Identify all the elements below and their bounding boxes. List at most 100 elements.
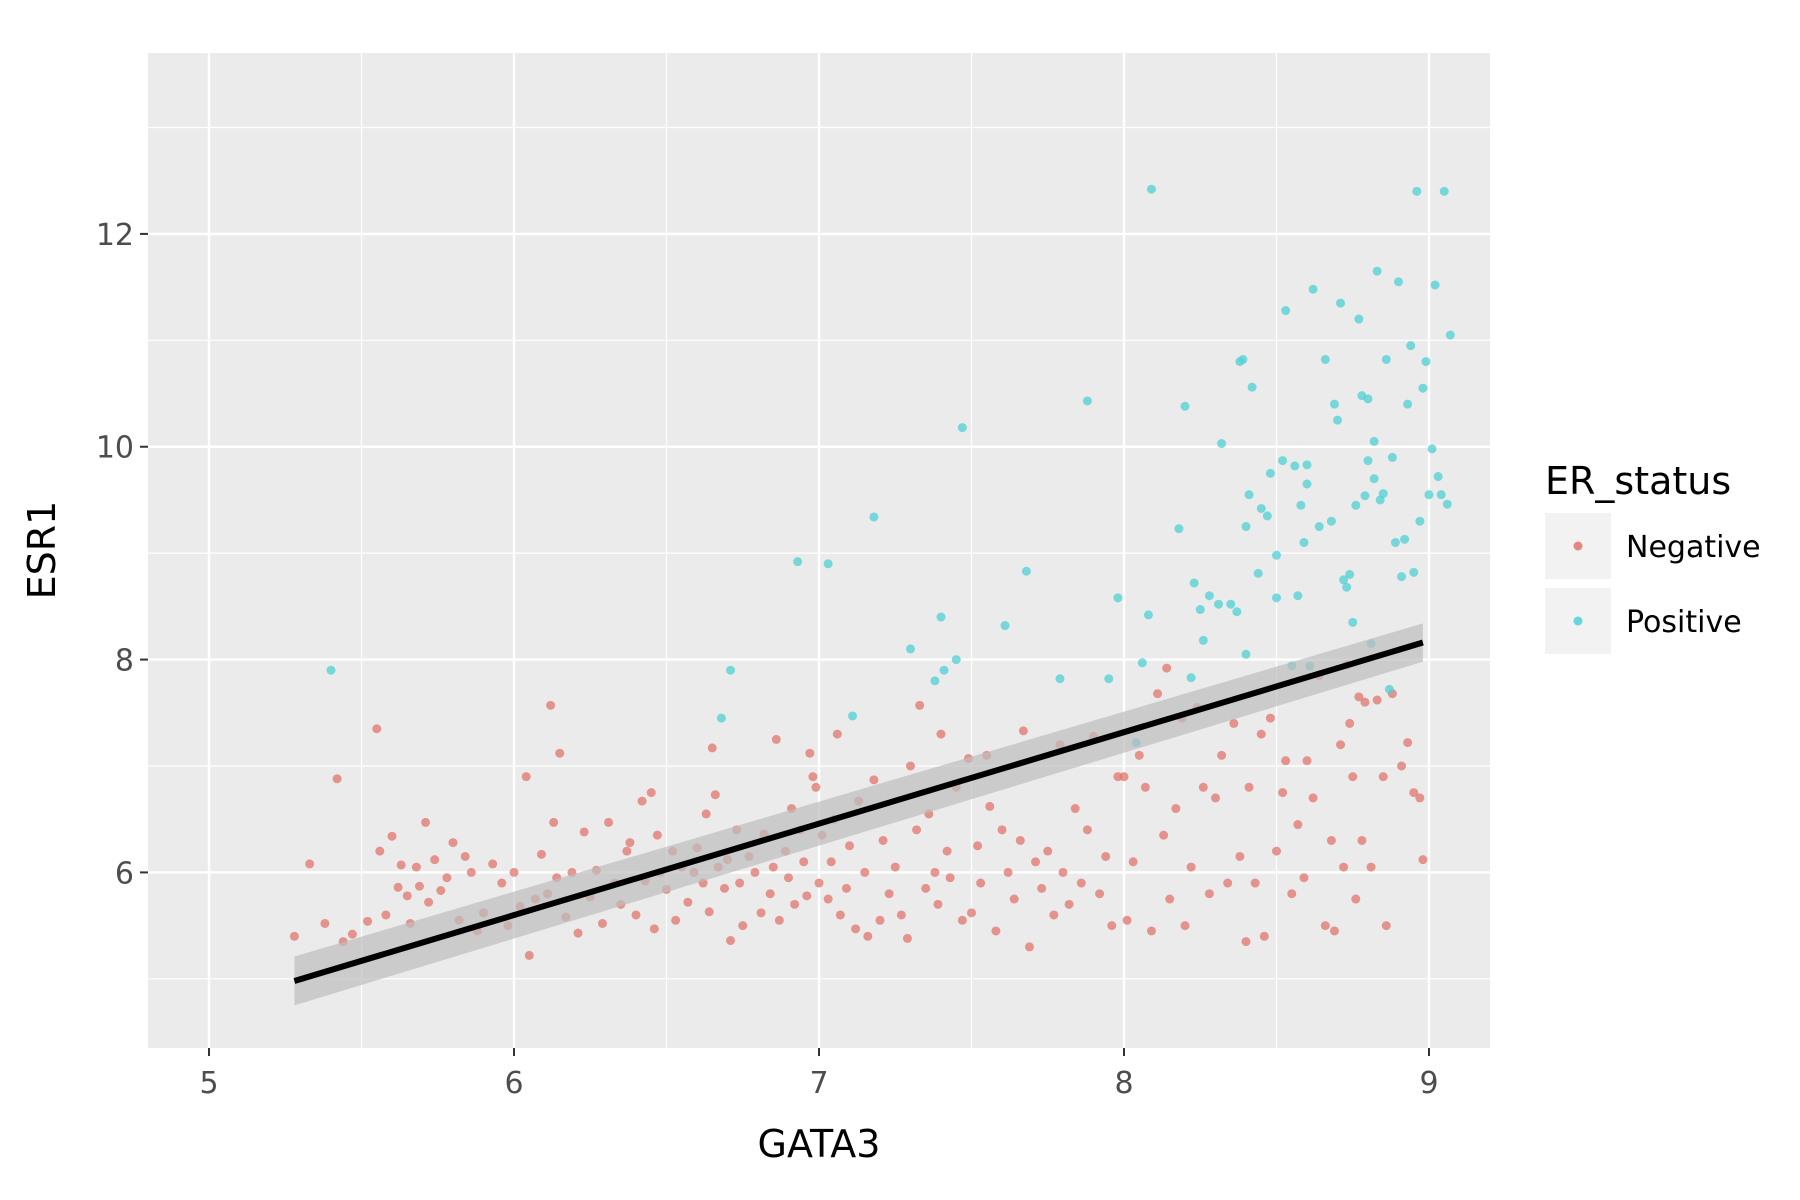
point-negative: [1101, 851, 1111, 861]
point-negative: [1397, 761, 1407, 771]
point-negative: [784, 873, 793, 883]
point-negative: [991, 926, 1001, 936]
point-negative: [579, 827, 589, 837]
point-negative: [649, 924, 659, 934]
point-negative: [1235, 851, 1245, 861]
point-positive: [1241, 522, 1251, 532]
point-positive: [1180, 401, 1190, 411]
point-negative: [799, 857, 809, 867]
legend-swatch-negative: [1573, 541, 1583, 551]
point-negative: [1354, 692, 1364, 702]
point-positive: [1214, 599, 1224, 609]
point-positive: [1262, 511, 1272, 521]
point-negative: [1076, 878, 1086, 888]
y-tick-label: 10: [96, 431, 134, 466]
point-positive: [1372, 266, 1382, 276]
point-negative: [1302, 756, 1312, 766]
point-negative: [1339, 862, 1349, 872]
point-negative: [765, 889, 775, 899]
point-positive: [1302, 479, 1312, 489]
point-positive: [1272, 593, 1281, 603]
point-positive: [716, 713, 726, 723]
point-negative: [1134, 750, 1144, 760]
point-positive: [1369, 436, 1379, 446]
point-negative: [652, 830, 662, 840]
point-positive: [1430, 280, 1440, 290]
legend-title: ER_status: [1545, 459, 1731, 503]
point-positive: [1055, 674, 1065, 684]
point-positive: [1198, 635, 1208, 645]
point-positive: [1265, 468, 1275, 478]
point-negative: [396, 860, 406, 870]
point-negative: [1122, 915, 1132, 925]
point-negative: [1140, 782, 1150, 792]
legend-swatch-positive: [1573, 616, 1583, 626]
point-positive: [1354, 314, 1364, 324]
point-positive: [1351, 500, 1361, 510]
point-positive: [1363, 394, 1373, 404]
point-negative: [811, 782, 821, 792]
point-negative: [756, 908, 766, 918]
point-positive: [1113, 593, 1123, 603]
point-negative: [1015, 835, 1025, 845]
point-positive: [1021, 566, 1031, 576]
point-negative: [521, 772, 531, 782]
point-negative: [933, 899, 943, 909]
point-negative: [774, 915, 784, 925]
point-positive: [1137, 658, 1147, 668]
point-negative: [878, 835, 888, 845]
x-tick-label: 7: [809, 1066, 828, 1101]
point-positive: [1232, 607, 1242, 617]
point-positive: [1439, 186, 1449, 196]
point-negative: [442, 873, 452, 883]
point-negative: [1281, 756, 1291, 766]
point-negative: [1165, 894, 1175, 904]
point-negative: [790, 899, 800, 909]
point-negative: [735, 878, 745, 888]
point-negative: [646, 788, 656, 798]
point-negative: [704, 907, 714, 917]
point-negative: [414, 881, 424, 891]
point-positive: [1333, 415, 1342, 425]
point-negative: [1058, 867, 1068, 877]
point-negative: [875, 915, 885, 925]
point-negative: [1229, 718, 1239, 728]
point-negative: [1043, 846, 1053, 856]
point-negative: [845, 841, 854, 851]
point-positive: [1244, 490, 1254, 500]
point-negative: [869, 775, 879, 785]
point-positive: [823, 559, 833, 569]
point-negative: [604, 817, 614, 827]
point-negative: [1198, 782, 1208, 792]
point-positive: [1381, 354, 1391, 364]
point-positive: [939, 665, 949, 675]
point-negative: [738, 921, 748, 931]
point-negative: [347, 929, 357, 939]
point-negative: [945, 873, 955, 883]
point-negative: [802, 891, 812, 901]
point-negative: [1180, 921, 1190, 931]
point-positive: [1339, 575, 1349, 585]
point-positive: [1345, 569, 1355, 579]
point-positive: [1394, 277, 1403, 287]
point-negative: [902, 933, 912, 943]
y-tick-label: 8: [115, 644, 134, 679]
point-negative: [1256, 729, 1266, 739]
point-positive: [848, 711, 858, 721]
point-positive: [1342, 582, 1352, 592]
point-negative: [768, 862, 778, 872]
point-negative: [1418, 855, 1428, 865]
point-positive: [1336, 298, 1346, 308]
point-negative: [1107, 921, 1117, 931]
point-negative: [1372, 695, 1382, 705]
point-positive: [930, 676, 940, 686]
point-positive: [906, 644, 915, 654]
point-negative: [1153, 689, 1163, 699]
point-negative: [683, 897, 693, 907]
point-negative: [1287, 889, 1297, 899]
point-positive: [1186, 673, 1196, 683]
point-negative: [942, 846, 952, 856]
point-negative: [1293, 820, 1303, 830]
point-negative: [305, 859, 315, 869]
